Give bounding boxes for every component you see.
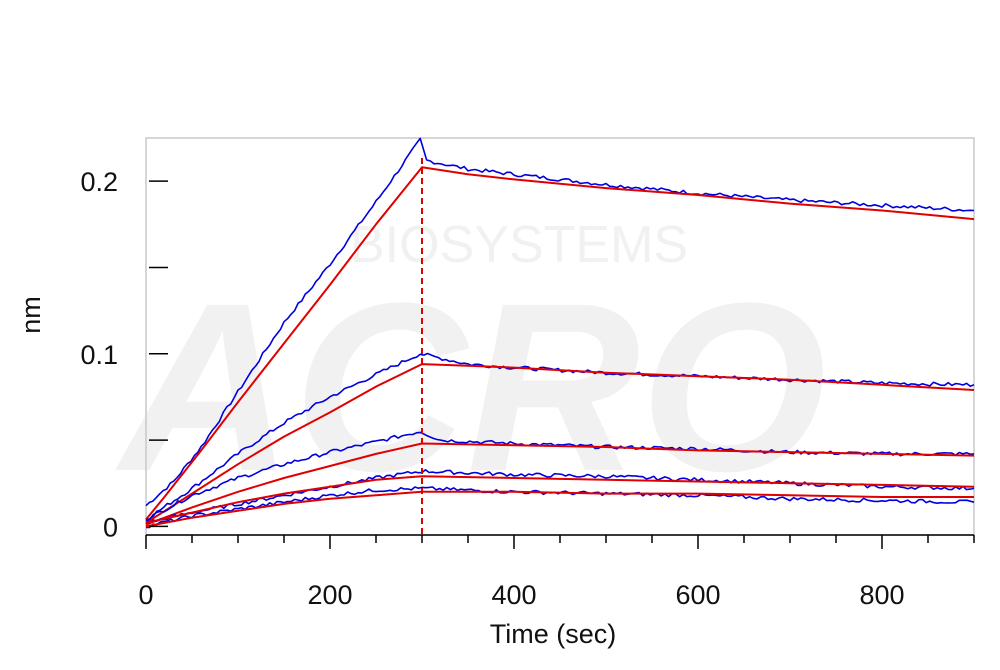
- x-tick-label: 200: [307, 580, 352, 610]
- fit-curve: [145, 166, 975, 521]
- watermark-logo: ACRO: [115, 253, 827, 521]
- fit-curve: [145, 475, 975, 524]
- fit-curve: [145, 363, 975, 524]
- y-axis-title: nm: [16, 296, 46, 334]
- measured-curve: [145, 137, 975, 507]
- x-axis-title: Time (sec): [490, 619, 617, 649]
- y-tick-label: 0.2: [80, 167, 118, 197]
- y-tick-label: 0: [103, 512, 118, 542]
- y-tick-label: 0.1: [80, 340, 118, 370]
- x-tick-label: 800: [859, 580, 904, 610]
- x-tick-label: 400: [491, 580, 536, 610]
- axes-layer: 0 200 400 600 800 0 0.1 0.2: [80, 167, 975, 610]
- watermark-text: BIOSYSTEMS: [350, 216, 688, 274]
- x-tick-label: 600: [675, 580, 720, 610]
- x-tick-label: 0: [138, 580, 153, 610]
